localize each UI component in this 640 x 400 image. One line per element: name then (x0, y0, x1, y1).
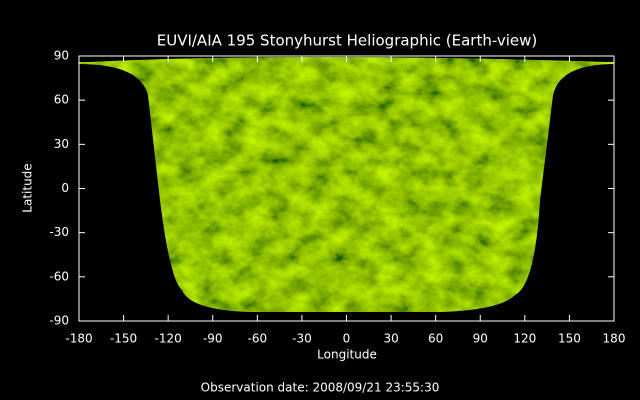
x-tick-label: 60 (428, 332, 443, 346)
x-tick-label: -120 (155, 332, 182, 346)
y-tick-label: 90 (54, 49, 69, 63)
y-tick-label: -90 (49, 314, 69, 328)
y-tick-label: -60 (49, 269, 69, 283)
x-tick-label: 120 (513, 332, 536, 346)
y-tick-label: 60 (54, 93, 69, 107)
x-tick-label: 0 (343, 332, 351, 346)
x-tick-label: 30 (383, 332, 398, 346)
y-tick-label: 30 (54, 137, 69, 151)
solar-map (79, 57, 614, 312)
x-tick-label: -60 (248, 332, 268, 346)
x-tick-label: -90 (203, 332, 223, 346)
y-tick-label: 0 (61, 181, 69, 195)
y-axis-label: Latitude (21, 163, 35, 212)
x-tick-label: -180 (65, 332, 92, 346)
x-tick-label: 180 (603, 332, 626, 346)
y-tick-label: -30 (49, 225, 69, 239)
x-axis-label: Longitude (317, 348, 377, 362)
x-tick-label: -150 (110, 332, 137, 346)
footer: Observation date: 2008/09/21 23:55:30 (201, 381, 440, 395)
x-tick-label: 90 (473, 332, 488, 346)
chart-title: EUVI/AIA 195 Stonyhurst Heliographic (Ea… (157, 32, 538, 50)
x-tick-label: 150 (558, 332, 581, 346)
x-tick-label: -30 (292, 332, 312, 346)
